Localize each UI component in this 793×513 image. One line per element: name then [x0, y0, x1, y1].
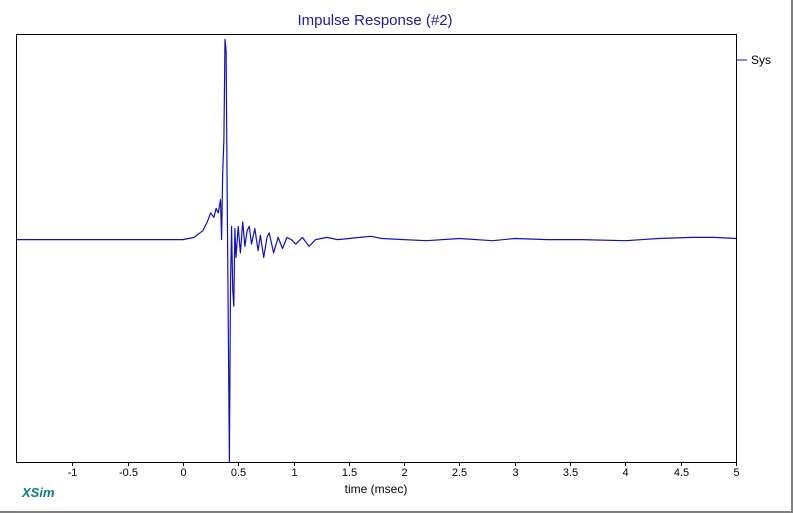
series-group [17, 38, 737, 463]
x-tick-label: 4 [622, 467, 628, 479]
x-tick-label: 3.5 [563, 467, 578, 479]
x-tick-label: -0.5 [119, 467, 138, 479]
legend-label-sys: Sys [751, 53, 771, 67]
x-tick-label: 1 [291, 467, 297, 479]
x-tick-label: 0 [180, 467, 186, 479]
x-tick-label: 4.5 [674, 467, 689, 479]
x-axis-label: time (msec) [345, 482, 408, 496]
series-line-sys [17, 38, 737, 463]
legend: Sys [736, 53, 771, 67]
x-tick-label: 1.5 [342, 467, 357, 479]
plot-frame [16, 34, 737, 463]
x-axis-tick-labels: -1 -0.5 0 0.5 1 1.5 2 2.5 3 3.5 4 4.5 5 [68, 467, 740, 479]
x-tick-label: -1 [68, 467, 78, 479]
x-axis-ticks [72, 462, 737, 466]
x-tick-label: 5 [733, 467, 739, 479]
x-tick-label: 2 [401, 467, 407, 479]
xsim-logo: XSim [21, 485, 55, 500]
x-tick-label: 0.5 [231, 467, 246, 479]
chart-title: Impulse Response (#2) [297, 12, 452, 29]
x-tick-label: 3 [512, 467, 518, 479]
x-tick-label: 2.5 [452, 467, 467, 479]
